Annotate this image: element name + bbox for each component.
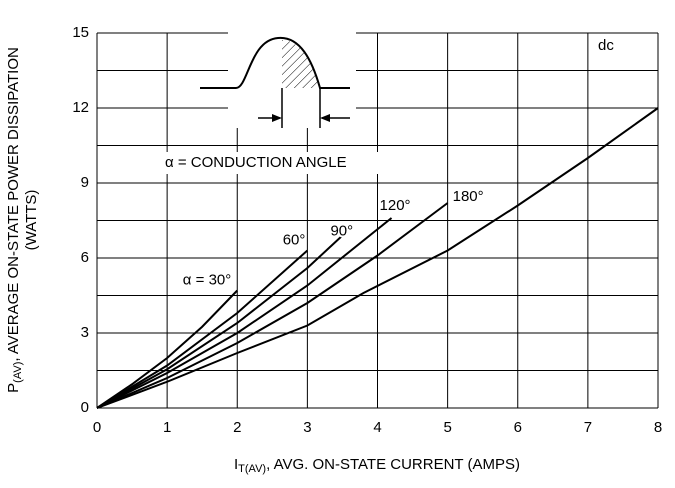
y-tick-label: 15 (72, 24, 89, 41)
series-label: dc (598, 37, 614, 54)
series-line (96, 234, 344, 409)
x-tick-label: 0 (93, 419, 101, 436)
annotation-bg (160, 152, 400, 174)
x-tick-label: 3 (303, 419, 311, 436)
x-tick-label: 7 (584, 419, 592, 436)
y-axis-label: (WATTS) (23, 190, 40, 251)
series-line (96, 217, 393, 409)
series-line (96, 249, 309, 409)
x-axis-label: IT(AV), AVG. ON-STATE CURRENT (AMPS) (234, 456, 520, 475)
series-label: α = 30° (183, 271, 231, 288)
y-tick-label: 0 (81, 399, 89, 416)
annotation: α = CONDUCTION ANGLE (165, 154, 347, 171)
series-label: 120° (380, 197, 411, 214)
x-tick-label: 4 (373, 419, 381, 436)
x-tick-label: 2 (233, 419, 241, 436)
y-tick-label: 6 (81, 249, 89, 266)
series-label: 60° (283, 231, 306, 248)
series-label: 90° (330, 222, 353, 239)
y-axis-label: P(AV), AVERAGE ON-STATE POWER DISSIPATIO… (5, 47, 24, 393)
y-tick-label: 9 (81, 174, 89, 191)
y-tick-label: 12 (72, 99, 89, 116)
series-line (96, 289, 238, 409)
waveform-inset (200, 28, 356, 128)
x-tick-label: 1 (163, 419, 171, 436)
x-tick-label: 6 (514, 419, 522, 436)
series-line (96, 107, 659, 409)
series-label: 180° (453, 188, 484, 205)
x-tick-label: 5 (443, 419, 451, 436)
x-tick-label: 8 (654, 419, 662, 436)
series-line (96, 202, 449, 409)
y-tick-label: 3 (81, 324, 89, 341)
